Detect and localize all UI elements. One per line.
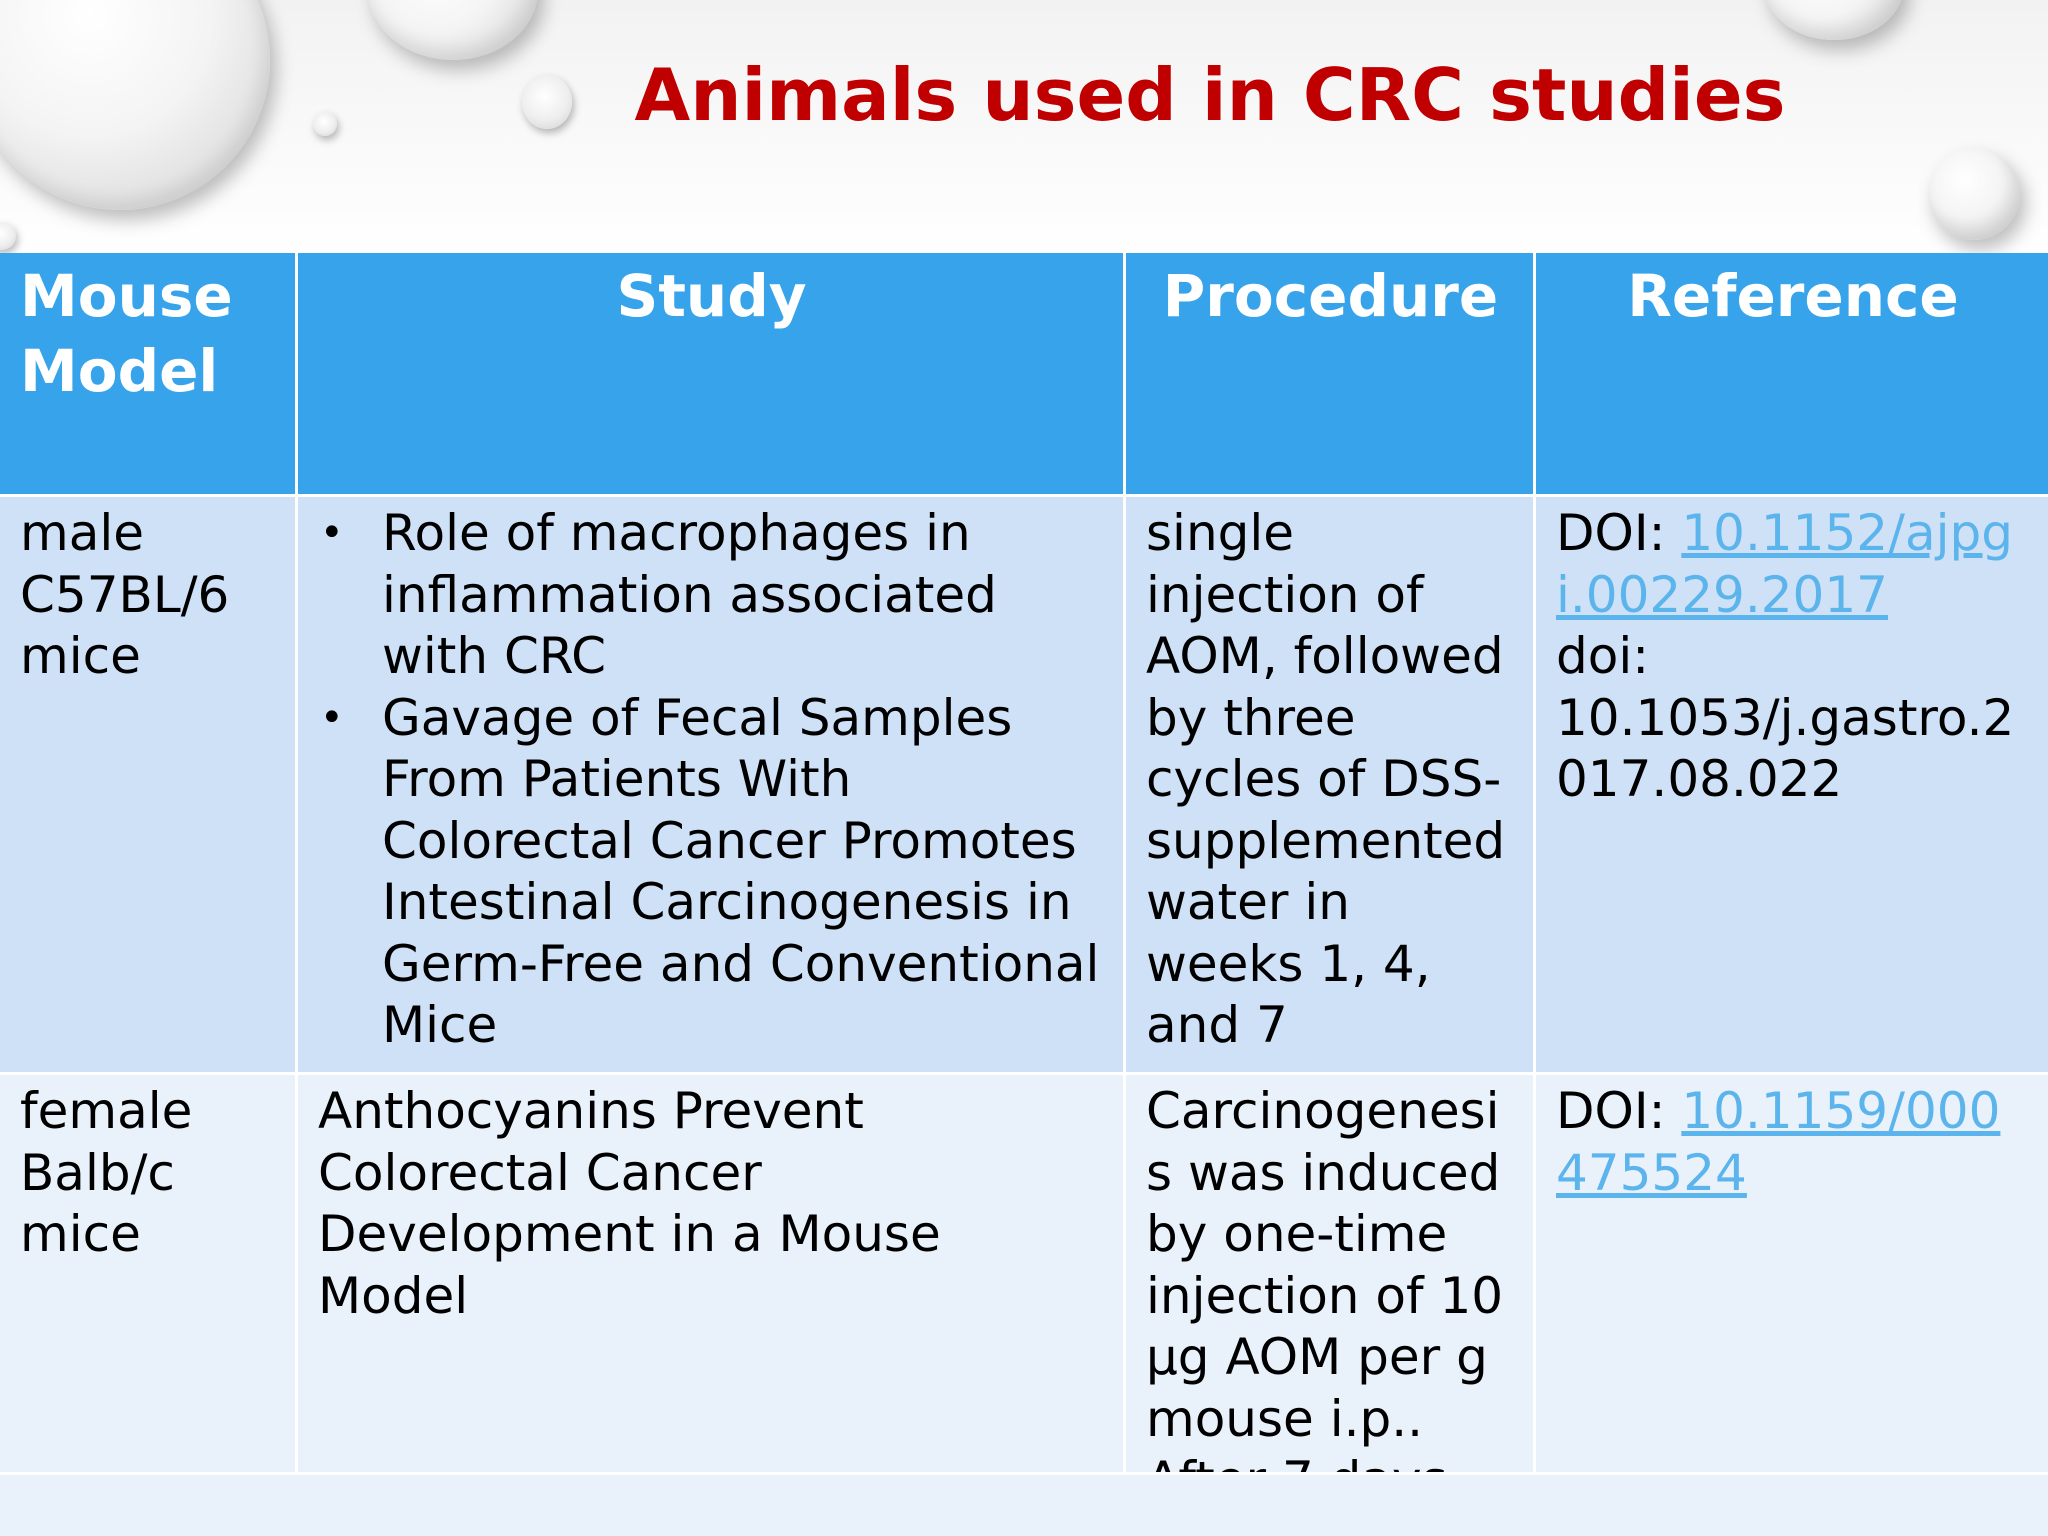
doi-link[interactable]: 10.1152/ajpgi.00229.2017 xyxy=(1556,504,2013,624)
water-drop-decoration xyxy=(1928,148,2020,240)
row1-study-bullet: Gavage of Fecal Samples From Patients Wi… xyxy=(318,688,1105,1057)
header-procedure: Procedure xyxy=(1126,253,1536,497)
row2-mouse-model: female Balb/c mice xyxy=(0,1075,298,1475)
header-reference: Reference xyxy=(1536,253,2048,497)
doi-label: DOI: xyxy=(1556,1082,1682,1140)
row2-study: Anthocyanins Prevent Colorectal Cancer D… xyxy=(298,1075,1126,1475)
row1-reference: DOI: 10.1152/ajpgi.00229.2017 doi: 10.10… xyxy=(1536,497,2048,1075)
doi-link[interactable]: 10.1159/000475524 xyxy=(1556,1082,2001,1202)
row1-study-bullet: Role of macrophages in inflammation asso… xyxy=(318,503,1105,688)
row2-reference: DOI: 10.1159/000475524 xyxy=(1536,1075,2048,1475)
row1-study: Role of macrophages in inflammation asso… xyxy=(298,497,1126,1075)
row1-procedure: single injection of AOM, followed by thr… xyxy=(1126,497,1536,1075)
water-drop-decoration xyxy=(0,222,16,250)
doi-label: DOI: xyxy=(1556,504,1682,562)
row2-procedure: Carcinogenesis was induced by one-time i… xyxy=(1126,1075,1536,1475)
studies-table: Mouse Model Study Procedure Reference ma… xyxy=(0,253,2048,1536)
water-drop-decoration xyxy=(313,112,337,136)
row1-mouse-model: male C57BL/6 mice xyxy=(0,497,298,1075)
slide-title: Animals used in CRC studies xyxy=(634,53,1786,137)
header-study: Study xyxy=(298,253,1126,497)
header-mouse-model: Mouse Model xyxy=(0,253,298,497)
slide-background xyxy=(0,0,2048,260)
doi-extra-reference: doi: 10.1053/j.gastro.2017.08.022 xyxy=(1556,627,2015,808)
water-drop-decoration xyxy=(522,75,572,129)
